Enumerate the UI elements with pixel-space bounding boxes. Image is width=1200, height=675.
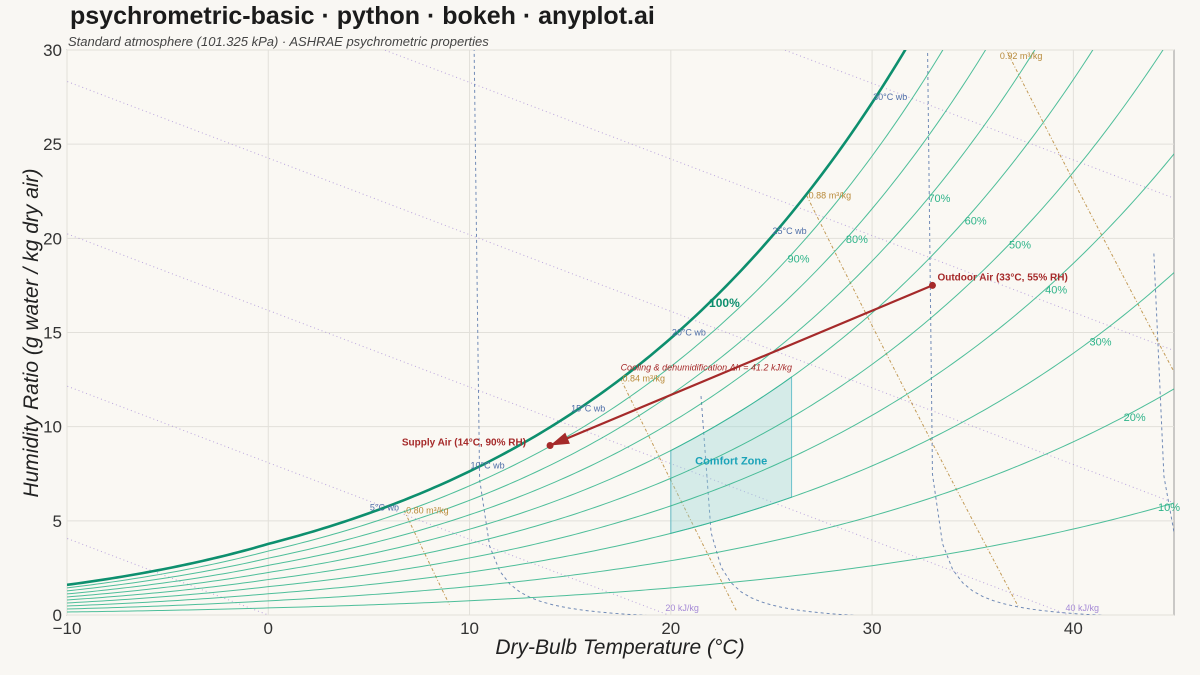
rh-label: 20% [1124,412,1146,424]
process-arrow-head [550,432,570,446]
y-axis-title: Humidity Ratio (g water / kg dry air) [20,168,43,497]
volume-label: 0.88 m³/kg [809,191,852,201]
wetbulb-line [927,50,1105,615]
state-point [928,281,936,289]
volume-line [403,510,450,605]
wetbulb-line [1153,253,1174,534]
process-label: Cooling & dehumidification Δh = 41.2 kJ/… [621,362,792,372]
x-tick-label: 20 [661,619,680,638]
wetbulb-label: 25°C wb [772,226,806,236]
rh-curve [67,50,1164,601]
rh-curve [67,271,1174,607]
rh-curve [67,50,987,592]
process-line [549,284,933,447]
saturation-curve [67,50,907,587]
volume-line [1005,50,1174,372]
x-tick-label: −10 [53,619,82,638]
rh-curve [67,50,1094,598]
y-tick-label: 15 [43,324,62,343]
rh-label: 10% [1158,502,1180,514]
rh-curve [67,388,1174,610]
volume-line [620,378,737,611]
chart-layers [67,50,1174,615]
x-axis-title: Dry-Bulb Temperature (°C) [495,636,744,659]
chart-labels: 20 kJ/kg 40 kJ/kg 0.80 m³/kg 0.84 m³/kg 0.88… [370,51,1180,613]
comfort-zone-label: Comfort Zone [695,455,767,467]
x-tick-label: 0 [264,619,273,638]
enthalpy-label: 20 kJ/kg [665,603,699,613]
rh-label: 40% [1045,284,1067,296]
wetbulb-label: 5°C wb [370,502,399,512]
y-tick-label: 30 [43,41,62,60]
state-point-label: Supply Air (14°C, 90% RH) [402,438,526,449]
rh-curve [67,50,944,589]
rh-label: 90% [788,254,810,266]
x-tick-label: 40 [1064,619,1083,638]
y-tick-label: 25 [43,135,62,154]
wetbulb-label: 20°C wb [672,327,706,337]
rh-label: 80% [846,234,868,246]
rh-label: 30% [1089,337,1111,349]
rh-label: 60% [965,215,987,227]
x-tick-label: 10 [460,619,479,638]
rh-label: 100% [709,296,740,310]
volume-label: 0.84 m³/kg [623,374,666,384]
wetbulb-label: 10°C wb [471,460,505,470]
volume-label: 0.92 m³/kg [1000,51,1043,61]
wetbulb-label: 30°C wb [873,92,907,102]
rh-curve [67,502,1174,613]
wetbulb-label: 15°C wb [571,403,605,413]
state-point-label: Outdoor Air (33°C, 55% RH) [937,272,1067,283]
x-tick-label: 30 [863,619,882,638]
volume-line [806,195,1019,607]
wetbulb-line [473,50,647,615]
state-point [546,442,554,449]
chart-subtitle: Standard atmosphere (101.325 kPa) · ASHR… [68,34,489,49]
rh-label: 70% [928,193,950,205]
y-tick-label: 5 [53,512,62,531]
enthalpy-line [67,233,1069,615]
enthalpy-label: 40 kJ/kg [1066,603,1100,613]
wetbulb-line [700,396,856,615]
rh-curve [67,50,1036,595]
y-tick-label: 20 [43,229,62,248]
y-tick-label: 10 [43,418,62,437]
chart-title: psychrometric-basic · python · bokeh · a… [70,2,655,30]
volume-label: 0.80 m³/kg [406,505,449,515]
rh-label: 50% [1009,240,1031,252]
y-tick-label: 0 [53,606,62,625]
rh-curve [67,153,1174,604]
